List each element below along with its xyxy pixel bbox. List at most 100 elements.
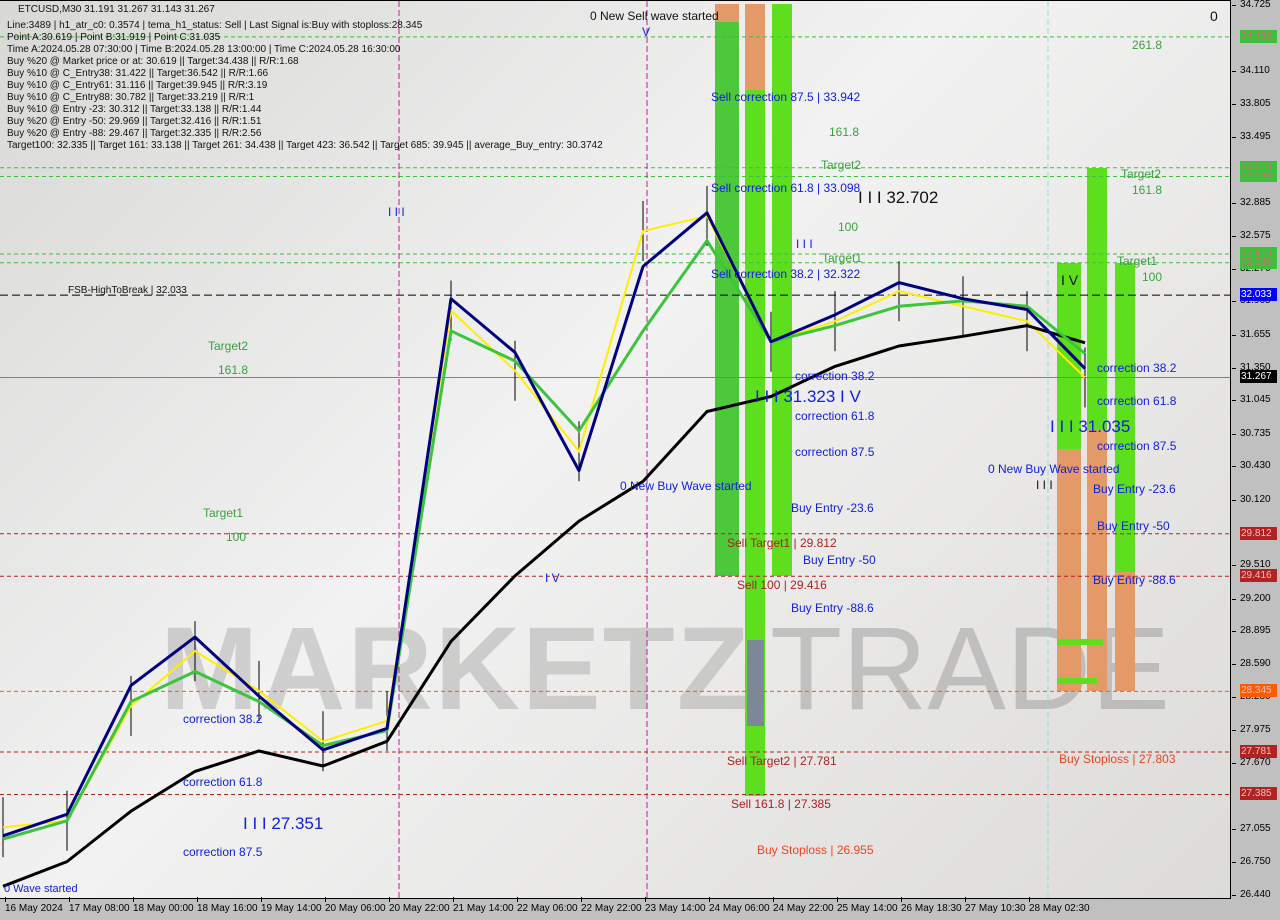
price-tick-label: 31.655 — [1232, 328, 1271, 340]
buy-stoploss-label: Buy Stoploss | 27.803 — [1059, 752, 1176, 766]
buy-entry-23-6: Buy Entry -23.6 — [1093, 482, 1176, 496]
buy-zone-top — [1115, 263, 1135, 572]
buy-entry-23-6: Buy Entry -23.6 — [791, 501, 874, 515]
time-tick-label: 26 May 18:30 — [901, 897, 962, 914]
level-161-8: 161.8 — [218, 363, 249, 377]
buy-zone-marker — [1057, 678, 1097, 684]
time-tick-label: 21 May 14:00 — [453, 897, 514, 914]
wave-label-31323: I I I 31.323 I V — [755, 387, 861, 406]
time-tick-label: 18 May 00:00 — [133, 897, 194, 914]
price-tick-label: 30.430 — [1232, 460, 1271, 472]
info-line: Line:3489 | h1_atr_c0: 0.3574 | tema_h1_… — [7, 20, 423, 31]
price-tick-label: 33.805 — [1232, 97, 1271, 109]
time-tick-label: 22 May 06:00 — [517, 897, 578, 914]
price-tick-label: 29.510 — [1232, 559, 1271, 571]
time-tick-label: 24 May 06:00 — [709, 897, 770, 914]
price-tick-label: 34.110 — [1232, 65, 1270, 77]
price-level-label: 33.138 — [1240, 169, 1277, 183]
price-level-label: 32.335 — [1240, 255, 1277, 269]
price-tick-label: 30.120 — [1232, 493, 1271, 505]
buy-zone-top — [1087, 168, 1107, 430]
target1-label: Target1 — [203, 506, 244, 520]
time-tick-label: 16 May 2024 — [5, 897, 63, 914]
buy-stoploss-label: Buy Stoploss | 26.955 — [757, 843, 874, 857]
level-100: 100 — [838, 220, 859, 234]
info-line: Buy %10 @ Entry -23: 30.312 || Target:33… — [7, 104, 262, 115]
level-161-8: 161.8 — [1132, 183, 1163, 197]
info-line: Buy %20 @ Entry -88: 29.467 || Target:32… — [7, 128, 262, 139]
price-tick-label: 32.575 — [1232, 229, 1271, 241]
wave-started-label: 0 Wave started — [4, 883, 78, 895]
buy-wave-label: 0 New Buy Wave started — [620, 479, 752, 493]
price-tick-label: 34.725 — [1232, 0, 1271, 10]
correction-87-5: correction 87.5 — [183, 845, 263, 859]
correction-61-8: correction 61.8 — [1097, 394, 1177, 408]
price-tick-label: 27.670 — [1232, 756, 1271, 768]
correction-38-2: correction 38.2 — [183, 712, 263, 726]
time-tick-label: 28 May 02:30 — [1029, 897, 1090, 914]
time-tick-label: 24 May 22:00 — [773, 897, 834, 914]
sell-correction-38-2: Sell correction 38.2 | 32.322 — [711, 267, 861, 281]
price-tick-label: 32.885 — [1232, 196, 1271, 208]
price-level-label: 31.267 — [1240, 370, 1277, 384]
sell-target2-label: Sell Target2 | 27.781 — [727, 754, 837, 768]
buy-entry-50: Buy Entry -50 — [1097, 519, 1170, 533]
price-tick-label: 31.350 — [1232, 361, 1271, 373]
sell-zone-top — [745, 4, 765, 90]
signal-line-yellow — [2, 214, 1086, 829]
price-level-label: 29.416 — [1240, 569, 1277, 583]
info-line: Time A:2024.05.28 07:30:00 | Time B:2024… — [7, 44, 401, 55]
level-261-8: 261.8 — [1132, 38, 1163, 52]
sell-target1-label: Sell Target1 | 29.812 — [727, 536, 837, 550]
sell-zone-bar — [715, 4, 739, 576]
sell-zone-bar — [772, 4, 792, 576]
price-level-label: 32.033 — [1240, 288, 1277, 302]
ma_mid-line — [2, 239, 1086, 841]
correction-87-5: correction 87.5 — [1097, 439, 1177, 453]
sell-zone-top — [715, 4, 739, 22]
buy-zone-marker — [1057, 639, 1103, 645]
price-tick-label: 28.590 — [1232, 658, 1271, 670]
price-tick-label: 28.895 — [1232, 625, 1271, 637]
time-tick-label: 27 May 10:30 — [965, 897, 1026, 914]
price-level-label: 27.385 — [1240, 787, 1277, 801]
target2-label: Target2 — [821, 158, 862, 172]
buy-zone-top — [1057, 263, 1081, 449]
level-100: 100 — [1142, 270, 1163, 284]
ma_slow-line — [2, 324, 1086, 888]
price-tick-label: 29.200 — [1232, 592, 1271, 604]
sell-correction-87-5: Sell correction 87.5 | 33.942 — [711, 90, 861, 104]
buy-entry-88-6: Buy Entry -88.6 — [791, 601, 874, 615]
wave-label-31035: I I I 31.035 — [1050, 417, 1131, 436]
wave-label-32702: I I I 32.702 — [858, 188, 939, 207]
time-tick-label: 25 May 14:00 — [837, 897, 898, 914]
info-line: Target100: 32.335 || Target 161: 33.138 … — [7, 140, 603, 151]
time-tick-label: 23 May 14:00 — [645, 897, 706, 914]
info-line: Buy %10 @ C_Entry38: 31.422 || Target:36… — [7, 68, 269, 79]
correction-38-2: correction 38.2 — [795, 369, 875, 383]
time-tick-label: 22 May 22:00 — [581, 897, 642, 914]
fsb-label: FSB-HighToBreak | 32.033 — [68, 285, 187, 296]
time-tick-label: 19 May 14:00 — [261, 897, 322, 914]
sell-100-label: Sell 100 | 29.416 — [737, 578, 827, 592]
price-level-label: 29.812 — [1240, 526, 1277, 540]
correction-87-5: correction 87.5 — [795, 445, 875, 459]
info-line: Buy %10 @ C_Entry61: 31.116 || Target:39… — [7, 80, 268, 91]
sell-zone-marker — [747, 640, 764, 726]
price-tick-label: 33.495 — [1232, 131, 1271, 143]
wave-iv-label: I V — [1061, 272, 1079, 288]
info-line: Point A:30.619 | Point B:31.919 | Point … — [7, 32, 221, 43]
price-tick-label: 31.045 — [1232, 394, 1271, 406]
sell-correction-61-8: Sell correction 61.8 | 33.098 — [711, 181, 861, 195]
target1-label: Target1 — [822, 251, 863, 265]
target2-label: Target2 — [1121, 167, 1162, 181]
correction-61-8: correction 61.8 — [183, 775, 263, 789]
price-tick-label: 30.735 — [1232, 427, 1271, 439]
buy-entry-88-6: Buy Entry -88.6 — [1093, 573, 1176, 587]
wave-iii-label: I I I — [388, 205, 405, 219]
price-chart — [0, 1, 1230, 898]
chart-plot-area[interactable]: MARKETZ TRADE ETCUSD,M30 31.191 31.267 3… — [0, 0, 1231, 899]
correction-38-2: correction 38.2 — [1097, 361, 1177, 375]
buy-entry-50: Buy Entry -50 — [803, 553, 876, 567]
time-tick-label: 17 May 08:00 — [69, 897, 130, 914]
